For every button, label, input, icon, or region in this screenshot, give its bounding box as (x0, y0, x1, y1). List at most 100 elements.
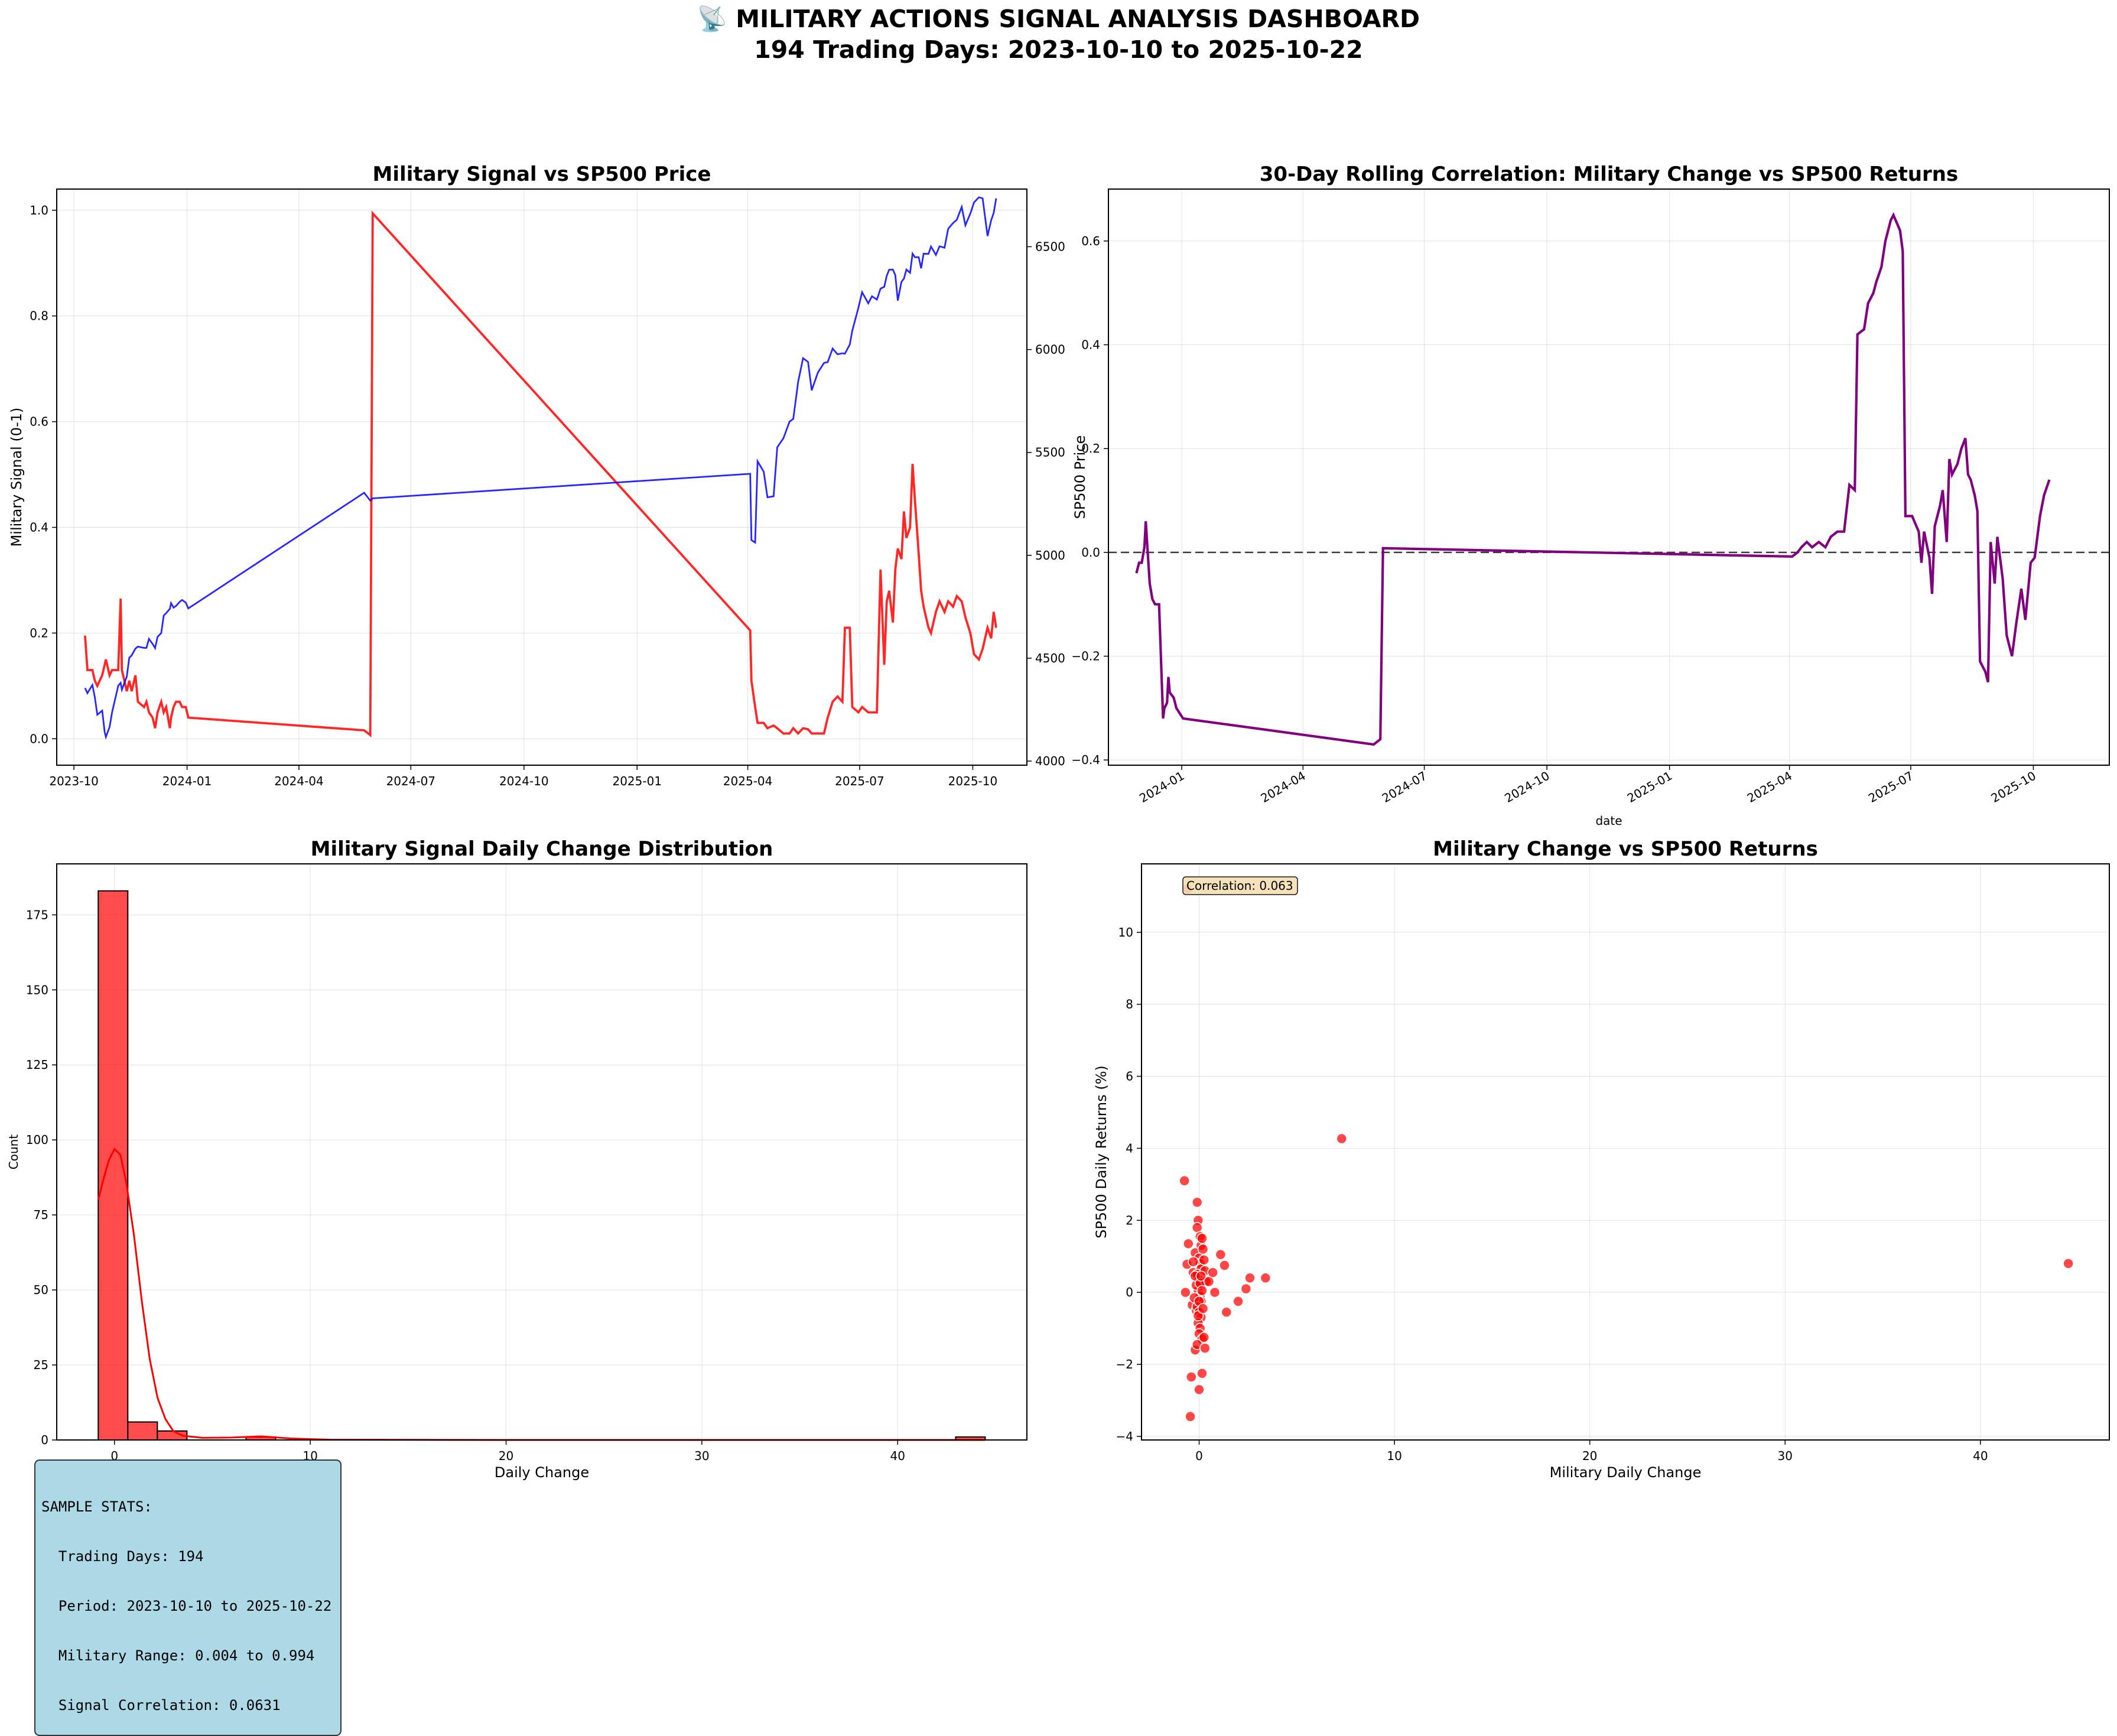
x-axis-label: date (1595, 814, 1622, 828)
scatter-point (1180, 1286, 1191, 1298)
scatter-point (1233, 1296, 1244, 1307)
y-tick-label: 50 (34, 1283, 48, 1297)
scatter-point (1197, 1303, 1209, 1314)
histogram-bar (127, 1421, 158, 1441)
y-axis-label: Count (6, 1134, 21, 1170)
plot-title: Military Signal Daily Change Distributio… (311, 837, 773, 861)
stats-line: Trading Days: 194 (41, 1548, 204, 1565)
military-signal-line (84, 210, 997, 737)
x-tick-label: 2025-10 (948, 774, 998, 788)
y-tick-label: 100 (26, 1133, 48, 1147)
correlation-annotation-box (1182, 876, 1298, 895)
x-tick-label: 40 (1973, 1449, 1988, 1463)
y-tick-label: 0.4 (30, 520, 48, 534)
stats-line: Military Range: 0.004 to 0.994 (41, 1647, 315, 1664)
x-tick-label: 2025-04 (1745, 769, 1794, 806)
x-tick-label: 2025-01 (612, 774, 662, 788)
figure-title: 📡 MILITARY ACTIONS SIGNAL ANALYSIS DASHB… (0, 4, 2117, 65)
plot-title: Military Change vs SP500 Returns (1433, 837, 1818, 861)
x-tick-label: 2025-04 (723, 774, 773, 788)
x-tick-label: 2024-01 (1137, 769, 1186, 806)
y-axis-label: Military Signal (0-1) (8, 408, 25, 547)
y-tick-label: 0 (41, 1433, 48, 1447)
y-tick-label: 2 (1126, 1213, 1133, 1227)
y-tick-label: 0.6 (1081, 234, 1100, 248)
scatter-point (1183, 1238, 1194, 1250)
y-tick-label: 0.0 (1081, 545, 1100, 560)
y-tick-label: 75 (34, 1208, 48, 1222)
plot-frame (1141, 863, 2110, 1441)
x-tick-label: 2024-10 (1502, 769, 1552, 806)
scatter-point (1260, 1272, 1271, 1284)
x-tick-label: 2024-04 (1258, 769, 1308, 806)
scatter-point (1194, 1384, 1205, 1395)
scatter-point (1196, 1368, 1208, 1379)
scatter-point (1198, 1254, 1210, 1266)
scatter-point (1336, 1133, 1348, 1145)
scatter-point (1191, 1222, 1203, 1233)
y-tick-label: 0.0 (30, 732, 48, 746)
scatter-point (1209, 1286, 1221, 1298)
stats-line: SAMPLE STATS: (41, 1498, 152, 1515)
scatter-point (1188, 1256, 1199, 1267)
y-tick-label: −4 (1116, 1429, 1133, 1444)
stats-line: Period: 2023-10-10 to 2025-10-22 (41, 1598, 332, 1614)
x-tick-label: 2023-10 (49, 774, 99, 788)
y-tick-label: 150 (26, 983, 48, 997)
y2-tick-label: 5500 (1035, 446, 1065, 460)
x-tick-label: 0 (1195, 1449, 1203, 1463)
scatter-point (1199, 1342, 1211, 1354)
y2-tick-label: 6000 (1035, 343, 1065, 357)
x-tick-label: 2024-04 (274, 774, 324, 788)
x-axis-label: Military Daily Change (1550, 1464, 1702, 1481)
plot-frame (56, 188, 1027, 766)
plot-frame (56, 863, 1027, 1441)
y-tick-label: 0.6 (30, 415, 48, 429)
y2-tick-label: 4000 (1035, 754, 1065, 768)
y-tick-label: 0 (1126, 1285, 1133, 1299)
correlation-annotation: Correlation: 0.063 (1186, 879, 1293, 893)
rolling-correlation-panel: 2024-01 2024-04 2024-07 2024-10 2025-01 2025-… (1071, 189, 2109, 828)
y2-axis-label: SP500 Price (1072, 435, 1088, 519)
x-tick-label: 40 (890, 1449, 905, 1463)
x-tick-label: 2025-10 (1989, 769, 2038, 806)
scatter-point (1195, 1270, 1207, 1282)
x-tick-label: 20 (1582, 1449, 1597, 1463)
x-tick-label: 10 (1387, 1449, 1401, 1463)
y-tick-label: −0.4 (1071, 753, 1100, 767)
y-tick-label: 0.2 (1081, 441, 1100, 456)
x-tick-label: 2024-07 (386, 774, 436, 788)
scatter-point (1186, 1371, 1197, 1383)
dashboard-plots: 2023-10 2024-01 2024-04 2024-07 2024-10 2025-… (6, 162, 2110, 1481)
scatter-point (1191, 1197, 1203, 1208)
signal-vs-price-panel: 2023-10 2024-01 2024-04 2024-07 2024-10 2025-… (8, 189, 1088, 788)
x-tick-label: 2024-01 (162, 774, 212, 788)
scatter-point (1196, 1233, 1208, 1244)
x-tick-label: 2025-01 (1625, 769, 1674, 806)
scatter-point (1198, 1332, 1210, 1343)
scatter-point (2063, 1258, 2074, 1269)
x-tick-label: 2024-07 (1380, 769, 1429, 806)
scatter-point (1196, 1285, 1208, 1296)
rolling-correlation-line (1135, 212, 2051, 746)
plot-title: Military Signal vs SP500 Price (373, 162, 711, 186)
y-tick-label: 0.4 (1081, 338, 1100, 352)
y-tick-label: −0.2 (1071, 649, 1100, 664)
x-tick-label: 20 (499, 1449, 513, 1463)
scatter-point (1221, 1306, 1233, 1318)
x-tick-label: 30 (1778, 1449, 1793, 1463)
scatter-point (1215, 1249, 1227, 1260)
x-tick-label: 2025-07 (835, 774, 884, 788)
y-tick-label: 25 (34, 1358, 48, 1372)
x-tick-label: 2024-10 (499, 774, 549, 788)
scatter-point (1240, 1283, 1252, 1295)
change-vs-returns-panel: 0 10 20 30 40 −4 −2 0 2 4 6 8 10 Correlation: 0.063 Mi… (1093, 864, 2109, 1481)
plot-title: 30-Day Rolling Correlation: Military Cha… (1260, 162, 1959, 186)
scatter-point (1244, 1272, 1256, 1284)
y-tick-label: 1.0 (30, 203, 48, 217)
x-tick-label: 30 (694, 1449, 709, 1463)
scatter-point (1219, 1260, 1230, 1271)
y-tick-label: 8 (1126, 997, 1133, 1012)
y-tick-label: 10 (1118, 925, 1133, 939)
